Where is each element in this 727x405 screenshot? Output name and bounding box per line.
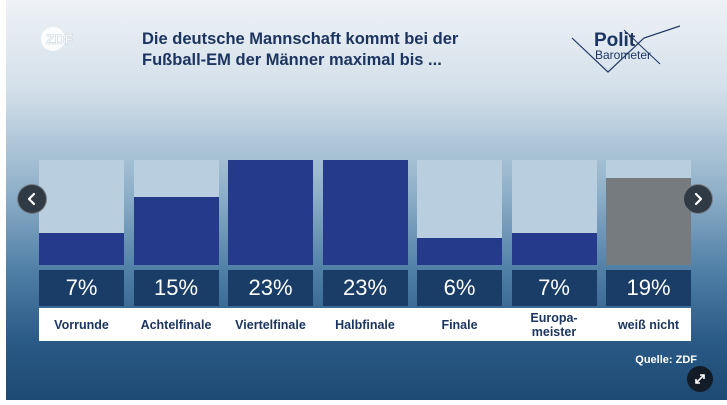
expand-icon (695, 374, 705, 384)
category-label-line: Finale (441, 317, 478, 332)
category-label-line: weiß nicht (617, 317, 680, 332)
category-label-band (39, 308, 691, 341)
category-label-line: Viertelfinale (235, 317, 306, 332)
chart-title: Die deutsche Mannschaft kommt bei der Fu… (142, 30, 459, 69)
bar-value-label: 15% (133, 270, 219, 306)
bar-value-label: 7% (39, 270, 124, 306)
bar (417, 238, 502, 265)
category-label-line: Vorrunde (54, 317, 109, 332)
bar-track (606, 160, 691, 265)
category-label: Halbfinale (323, 308, 408, 341)
bar-value-label: 23% (322, 270, 408, 306)
category-label-line: Europa- (530, 310, 578, 325)
bar-value-label: 7% (511, 270, 597, 306)
zdf-logo: ZDF (41, 27, 74, 51)
category-label-line: Halbfinale (335, 317, 395, 332)
category-label: Viertelfinale (228, 308, 313, 341)
bar (39, 233, 124, 265)
chevron-left-icon (27, 192, 36, 206)
bar (606, 178, 691, 265)
bar (511, 233, 597, 265)
bar-track (228, 160, 313, 265)
category-label: Vorrunde (39, 308, 124, 341)
category-label-line: Achtelfinale (140, 317, 212, 332)
bar (133, 197, 219, 265)
chart-stage: ZDF Die deutsche Mannschaft kommt bei de… (6, 0, 727, 400)
bar-value-label: 6% (417, 270, 502, 306)
bar-track (511, 160, 597, 265)
bar-track (417, 160, 502, 265)
bar-value-label: 19% (606, 270, 691, 306)
category-label-line: meister (531, 324, 577, 339)
bar-track (133, 160, 219, 265)
source-note: Quelle: ZDF (635, 354, 697, 366)
category-label: weiß nicht (606, 308, 691, 341)
bar (228, 160, 313, 265)
bar-track (322, 160, 408, 265)
politbarometer-logo (571, 25, 680, 73)
previous-slide-button[interactable] (17, 184, 47, 214)
category-label: Achtelfinale (134, 308, 219, 341)
next-slide-button[interactable] (683, 184, 713, 214)
fullscreen-button[interactable] (687, 366, 713, 392)
bar-value-label: 23% (228, 270, 313, 306)
bar (322, 160, 408, 265)
bar-track (39, 160, 124, 265)
bar-chart: 7% Vorrunde 15% Achtelfinale 23% Viertelfinal… (6, 0, 727, 400)
politbarometer-subtitle: Barometer (595, 48, 652, 62)
zdf-logo-text: ZDF (46, 31, 74, 47)
category-label: Europa-meister (512, 308, 597, 341)
chevron-right-icon (694, 192, 703, 206)
politbarometer-title: Polit (594, 30, 636, 51)
category-label: Finale (417, 308, 502, 341)
